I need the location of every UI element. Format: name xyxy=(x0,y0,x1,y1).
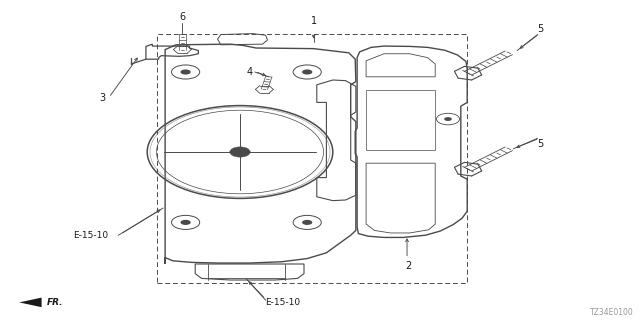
Text: 5: 5 xyxy=(538,139,544,149)
Text: 6: 6 xyxy=(179,12,186,22)
Circle shape xyxy=(302,220,312,225)
Circle shape xyxy=(302,69,312,75)
Text: 5: 5 xyxy=(538,24,544,34)
Text: TZ34E0100: TZ34E0100 xyxy=(590,308,634,317)
Polygon shape xyxy=(19,298,42,307)
Text: 2: 2 xyxy=(405,261,412,271)
Circle shape xyxy=(180,220,191,225)
Text: 1: 1 xyxy=(310,16,317,26)
Circle shape xyxy=(230,147,250,157)
Text: 4: 4 xyxy=(246,67,253,77)
Circle shape xyxy=(444,117,452,121)
Text: E-15-10: E-15-10 xyxy=(74,231,109,240)
Text: 3: 3 xyxy=(99,92,106,103)
Text: FR.: FR. xyxy=(47,298,63,307)
Text: E-15-10: E-15-10 xyxy=(266,298,301,307)
Circle shape xyxy=(180,69,191,75)
